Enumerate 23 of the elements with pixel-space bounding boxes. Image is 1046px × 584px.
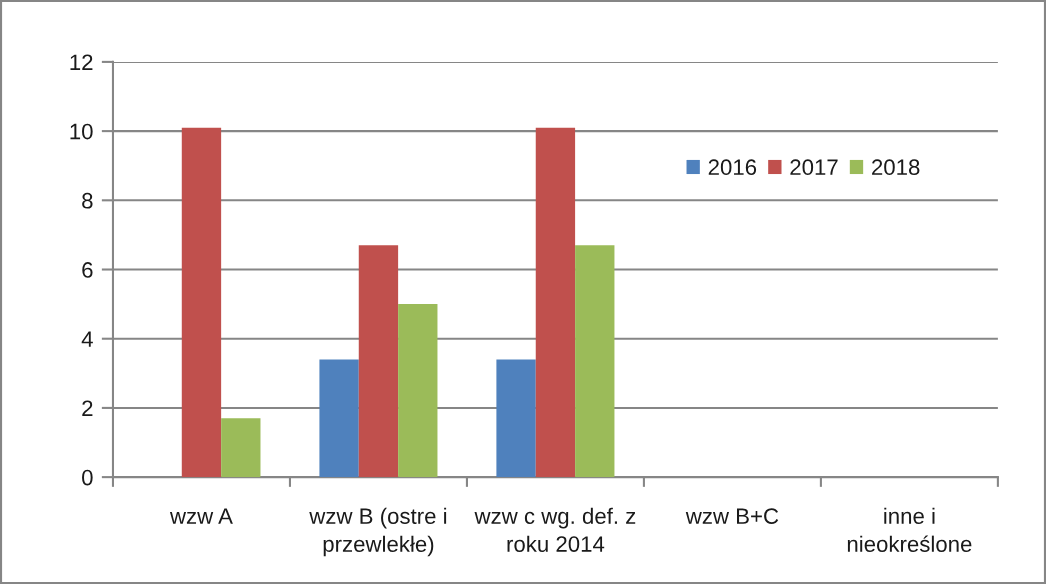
bar bbox=[319, 359, 359, 478]
y-tick-label: 12 bbox=[70, 54, 93, 70]
legend-label: 2018 bbox=[872, 159, 920, 176]
x-tick-label: wzw B (ostre i przewlekłe) bbox=[309, 507, 447, 557]
y-tick-label: 4 bbox=[81, 331, 93, 347]
legend-label: 2017 bbox=[790, 159, 838, 176]
bar bbox=[181, 127, 222, 478]
y-tick-label: 8 bbox=[82, 192, 93, 209]
bar bbox=[221, 418, 261, 478]
x-tick-label: wzw B+C bbox=[685, 508, 779, 525]
y-tick-label: 0 bbox=[82, 469, 93, 486]
x-tick-label: wzw c wg. def. z roku 2014 bbox=[474, 507, 636, 552]
legend-label: 2016 bbox=[708, 159, 757, 176]
x-tick-label: inne i nieokreślone bbox=[847, 507, 972, 552]
x-tick-label: wzw A bbox=[169, 508, 233, 524]
y-tick-label: 2 bbox=[82, 400, 93, 416]
bar bbox=[398, 304, 438, 478]
bar bbox=[575, 245, 615, 478]
y-tick-label: 10 bbox=[70, 123, 93, 140]
bar bbox=[358, 245, 399, 478]
y-tick-label: 6 bbox=[82, 262, 93, 278]
bar bbox=[535, 127, 576, 478]
bar bbox=[496, 359, 536, 478]
